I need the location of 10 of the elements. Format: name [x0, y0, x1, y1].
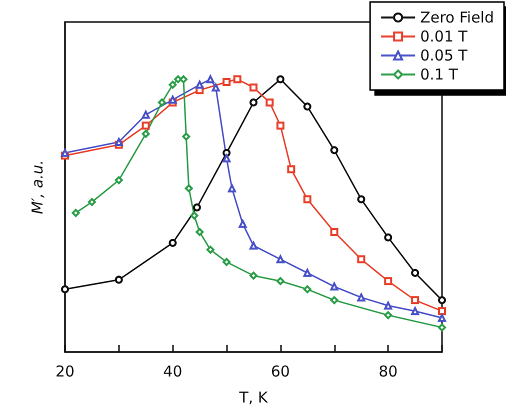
- legend-label: 0.05 T: [420, 46, 468, 64]
- x-tick-label: 80: [378, 362, 398, 380]
- x-tick-label: 20: [55, 362, 75, 380]
- y-axis-title: M′, a.u.: [28, 160, 46, 214]
- legend-label: 0.1 T: [420, 66, 459, 84]
- x-tick-label: 40: [163, 362, 182, 380]
- legend-label: 0.01 T: [420, 28, 468, 46]
- legend-label: Zero Field: [420, 8, 494, 26]
- x-tick-label: 60: [270, 362, 290, 380]
- x-axis-title: T, K: [238, 388, 269, 406]
